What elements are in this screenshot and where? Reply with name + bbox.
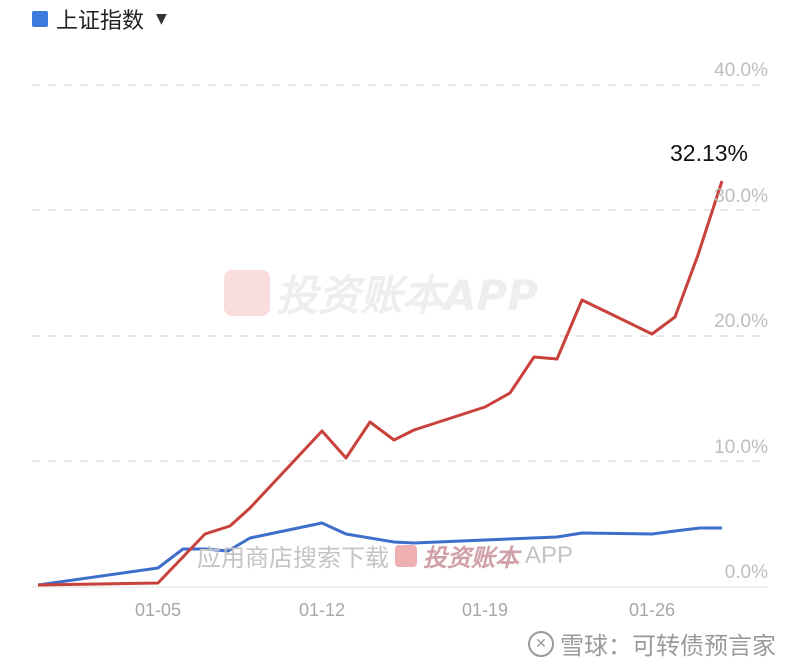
- caret-down-icon[interactable]: ▼: [156, 11, 167, 27]
- legend-swatch: [32, 11, 48, 27]
- y-tick-0: 0.0%: [724, 562, 768, 583]
- y-tick-40: 40.0%: [714, 60, 768, 81]
- legend-index-selector[interactable]: 上证指数 ▼: [32, 3, 167, 35]
- watermark-suffix: APP: [525, 541, 574, 569]
- end-value-label: 32.13%: [670, 140, 749, 166]
- x-tick-0105: 01-05: [134, 600, 182, 620]
- y-tick-20: 20.0%: [714, 311, 768, 332]
- index-line: [37, 521, 722, 587]
- source-credit: ✕ 雪球：可转债预言家: [528, 626, 776, 661]
- x-tick-0119: 01-19: [461, 600, 509, 620]
- app-logo-icon: [224, 269, 270, 316]
- watermark-brand: 投资账本: [423, 544, 519, 572]
- legend-label: 上证指数: [56, 9, 145, 34]
- watermark-text: 投资账本APP: [276, 271, 539, 320]
- xueqiu-icon: ✕: [528, 630, 554, 657]
- watermark-prefix: 应用商店搜索下载: [197, 544, 389, 572]
- x-tick-0112: 01-12: [298, 600, 346, 620]
- y-tick-10: 10.0%: [714, 437, 768, 458]
- source-text: 雪球：可转债预言家: [560, 632, 776, 660]
- app-logo-small-icon: [395, 544, 417, 567]
- y-tick-30: 30.0%: [714, 186, 768, 207]
- watermark-large: 投资账本APP: [224, 262, 538, 323]
- x-tick-0126: 01-26: [628, 600, 676, 620]
- watermark-small: 应用商店搜索下载 投资账本 APP: [197, 538, 573, 573]
- grid-lines: [32, 84, 768, 462]
- portfolio-line: [37, 180, 724, 587]
